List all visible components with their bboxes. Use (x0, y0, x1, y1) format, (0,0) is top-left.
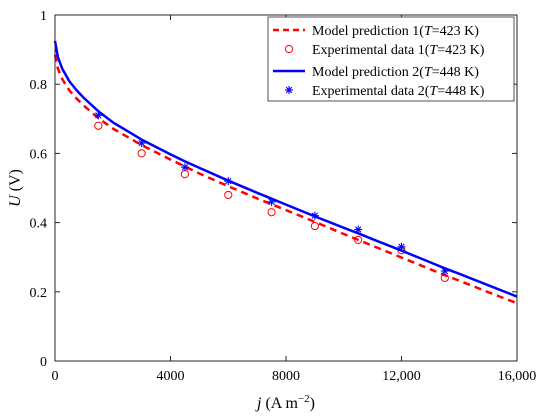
y-tick-label: 0.8 (30, 78, 48, 93)
x-axis: 0 4000 8000 12,000 16,000 (52, 15, 537, 384)
y-tick-label: 0 (40, 355, 47, 370)
y-tick-label: 0.2 (30, 286, 48, 301)
data-point-star (310, 211, 319, 220)
data-point-circle (310, 221, 319, 231)
data-point-star (94, 111, 103, 120)
y-tick-label: 0.4 (30, 217, 48, 232)
x-axis-title-close: ) (310, 395, 315, 412)
data-point-star (180, 163, 189, 172)
legend-entry-experiment-2-var: T (429, 84, 438, 99)
y-axis-title-unit: (V) (7, 169, 24, 195)
legend-entry-model-2-var: T (424, 65, 433, 80)
legend-entry-model-1: Model prediction 1(T=423 K) (312, 24, 479, 39)
legend-entry-experiment-2-pre: Experimental data 2( (312, 84, 430, 99)
series-line-3 (53, 40, 518, 298)
legend-entry-model-1-pre: Model prediction 1( (312, 24, 424, 39)
data-point-circle (94, 121, 103, 130)
series-line-1 (53, 54, 518, 305)
data-point-circle (354, 235, 363, 244)
y-tick-label: 1 (40, 9, 47, 24)
legend: Model prediction 1(T=423 K) Experimental… (267, 16, 515, 102)
legend-entry-model-2-post: =448 K) (432, 65, 480, 80)
legend-entry-experiment-2: Experimental data 2(T=448 K) (312, 84, 485, 99)
y-tick-label: 0.6 (30, 147, 48, 162)
x-axis-title-var: j (255, 395, 262, 412)
legend-entry-model-2-pre: Model prediction 2( (312, 65, 424, 80)
x-axis-title-unit: (A m (261, 395, 298, 412)
data-point-star (224, 177, 233, 186)
x-tick-label: 12,000 (382, 369, 421, 384)
data-point-star (440, 267, 449, 276)
legend-box (267, 16, 515, 102)
data-point-star (397, 242, 406, 251)
legend-swatch-experiment-1-marker (284, 44, 294, 54)
y-axis: 0 0.2 0.4 0.6 0.8 1 (30, 9, 517, 370)
y-axis-title-var: U (7, 194, 24, 207)
legend-entry-model-1-var: T (424, 24, 433, 39)
y-axis-title: U (V) (7, 169, 24, 207)
data-point-circle (267, 208, 276, 217)
data-point-star (354, 225, 363, 234)
x-tick-label: 0 (52, 369, 59, 384)
legend-swatch-experiment-2-marker (285, 86, 293, 94)
legend-entry-experiment-1: Experimental data 1(T=423 K) (312, 43, 485, 58)
legend-entry-model-1-post: =423 K) (432, 24, 480, 39)
legend-entry-experiment-1-var: T (429, 43, 438, 58)
x-tick-label: 8000 (272, 369, 300, 384)
legend-entry-model-2: Model prediction 2(T=448 K) (312, 65, 479, 80)
data-point-star (137, 139, 146, 148)
x-axis-title-exponent: −2 (298, 393, 310, 405)
data-point-circle (224, 190, 233, 200)
data-point-circle (180, 170, 190, 179)
x-tick-label: 16,000 (498, 369, 537, 384)
plot-area (53, 40, 518, 305)
legend-entry-experiment-2-post: =448 K) (437, 84, 485, 99)
data-point-star (267, 197, 276, 206)
legend-entry-experiment-1-pre: Experimental data 1( (312, 43, 430, 58)
data-point-circle (137, 149, 146, 158)
legend-entry-experiment-1-post: =423 K) (437, 43, 485, 58)
x-axis-title: j (A m−2) (255, 393, 315, 412)
x-tick-label: 4000 (157, 369, 185, 384)
